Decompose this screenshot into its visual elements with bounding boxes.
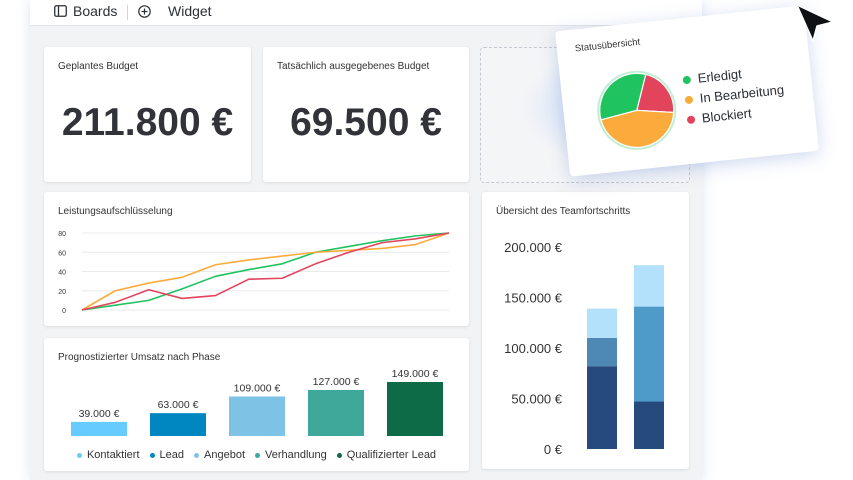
y-tick-label: 0 € [544,442,563,457]
forecast-legend-item: Kontaktiert [76,449,140,461]
forecast-legend-label: Qualifizierter Lead [346,449,437,461]
plus-icon [138,4,151,18]
y-tick-label: 80 [58,231,66,238]
forecast-legend-label: Kontaktiert [86,449,140,461]
blocked-dot [686,114,696,124]
toolbar-divider [127,5,128,20]
spent-budget-value: 69.500 € [290,101,442,144]
legend-blocked: Blockiert [686,105,752,127]
planned-budget-title: Geplantes Budget [58,61,139,72]
forecast-legend-item: Lead [149,449,185,461]
y-tick-label: 150.000 € [504,291,563,306]
forecast-legend-dot [194,452,200,458]
y-tick-label: 40 [58,270,66,277]
team-progress-chart: 200.000 € 150.000 € 100.000 € 50.000 € 0 € [504,240,664,457]
legend-in-progress-label: In Bearbeitung [699,81,785,106]
forecast-bar-value: 39.000 € [79,408,120,420]
forecast-bar[interactable] [71,421,127,436]
spent-budget-title: Tatsächlich ausgegebenes Budget [277,61,430,72]
y-tick-label: 50.000 € [511,392,562,407]
forecast-bar-value: 109.000 € [234,382,281,394]
in-progress-dot [684,94,694,104]
status-overview-card[interactable]: Statusübersicht Erledigt In Bearbeitung … [555,5,819,177]
forecast-bar-value: 149.000 € [392,368,439,380]
forecast-legend-item: Verhandlung [255,449,327,461]
legend-blocked-label: Blockiert [701,105,753,126]
forecast-bar-value: 63.000 € [158,399,199,411]
status-pie-chart [596,70,677,151]
forecast-bar[interactable] [387,382,443,436]
forecast-legend: Kontaktiert Lead Angebot Verhandlung Qualifi… [44,449,469,461]
spent-budget-card[interactable]: Tatsächlich ausgegebenes Budget 69.500 € [263,47,469,182]
stack-segment[interactable] [587,337,617,367]
widget-label: Widget [168,3,212,19]
forecast-legend-item: Qualifizierter Lead [336,449,437,461]
planned-budget-card[interactable]: Geplantes Budget 211.800 € [44,47,251,182]
stack-segment[interactable] [587,366,617,449]
y-tick-label: 0 [62,308,66,315]
forecast-legend-dot [336,452,342,458]
line-series-1 [81,232,450,311]
team-progress-title: Übersicht des Teamfortschritts [496,206,631,217]
y-tick-label: 20 [58,289,66,296]
stack-segment[interactable] [634,265,664,307]
legend-done-label: Erledigt [696,66,743,86]
stack-segment[interactable] [634,401,664,449]
forecast-bar[interactable] [229,396,285,436]
forecast-legend-dot [255,452,260,458]
stack-segment[interactable] [587,308,617,338]
performance-title: Leistungsaufschlüsselung [58,206,173,217]
boards-label: Boards [73,3,118,19]
y-tick-label: 100.000 € [504,341,563,356]
planned-budget-value: 211.800 € [61,101,234,144]
forecast-legend-label: Angebot [204,449,245,461]
performance-card[interactable]: Leistungsaufschlüsselung 0 20 40 60 80 [44,192,469,326]
forecast-bar-value: 127.000 € [313,376,360,388]
forecast-title: Prognostizierter Umsatz nach Phase [58,352,221,363]
forecast-legend-item: Angebot [194,449,245,461]
forecast-legend-dot [76,452,82,458]
forecast-card[interactable]: Prognostizierter Umsatz nach Phase 39.00… [44,338,469,471]
forecast-legend-label: Verhandlung [265,449,327,461]
legend-done: Erledigt [682,66,742,87]
forecast-bar[interactable] [150,413,206,436]
board-icon [54,5,67,17]
cursor-arrow-icon [796,4,834,42]
forecast-legend-dot [149,452,155,458]
pie-slice[interactable] [596,72,650,121]
pie-slice[interactable] [633,72,675,116]
pie-slice[interactable] [600,107,677,151]
stack-segment[interactable] [634,306,664,402]
status-overview-title: Statusübersicht [574,36,641,55]
line-series-0 [81,232,450,311]
performance-line-chart: 0 20 40 60 80 [58,231,450,315]
forecast-bar-chart: 39.000 € 63.000 € 109.000 € 127.000 € 149.00… [71,368,443,436]
forecast-legend-label: Lead [159,449,185,461]
boards-button[interactable]: Boards [54,3,117,19]
line-series-2 [81,232,450,311]
y-tick-label: 60 [58,250,66,257]
done-dot [682,75,692,84]
add-widget-button[interactable]: Widget [138,3,212,19]
y-tick-label: 200.000 € [504,240,563,255]
team-progress-card[interactable]: Übersicht des Teamfortschritts 200.000 €… [482,192,689,469]
top-bar: Boards Widget [30,0,702,26]
forecast-bar[interactable] [308,389,364,436]
